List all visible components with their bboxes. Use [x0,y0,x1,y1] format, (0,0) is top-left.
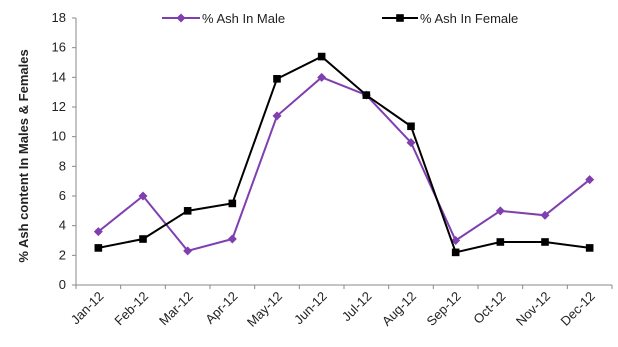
x-tick-label: Mar-12 [156,289,196,329]
data-point [362,91,371,99]
legend: % Ash In Male % Ash In Female [162,11,518,26]
data-point [183,246,193,256]
x-tick-labels: Jan-12 Feb-12 Mar-12 Apr-12 May-12 Jun-12 Jul-… [68,289,598,330]
y-tick-label: 6 [59,188,66,203]
x-tick-label: Jul-12 [339,289,375,325]
data-point [272,111,282,121]
data-point [496,238,505,246]
data-point [541,238,549,246]
data-point [406,138,416,148]
series-line [98,55,590,254]
series-female [94,52,594,257]
data-point [93,227,103,237]
y-tick-labels: 0 2 4 6 8 10 12 14 16 18 [52,10,66,292]
x-tick-label: May-12 [244,289,285,330]
y-tick-label: 4 [59,218,66,233]
data-point [138,191,148,201]
data-point [227,234,237,244]
legend-item: % Ash In Male [162,11,285,26]
y-tick-label: 14 [52,69,66,84]
y-tick-label: 2 [59,247,66,262]
x-tick-label: Apr-12 [202,289,240,327]
legend-item: % Ash In Female [382,11,518,26]
axes [72,17,613,289]
x-tick-label: Jan-12 [68,289,107,328]
data-point [317,52,326,61]
series-lines [93,52,595,257]
data-point [451,236,461,245]
y-tick-label: 16 [52,40,66,55]
y-tick-label: 0 [59,277,66,292]
data-point [495,206,505,216]
x-tick-label: Aug-12 [379,289,419,329]
x-tick-label: Sep-12 [424,289,464,329]
legend-marker [396,14,404,22]
data-point [228,199,237,208]
x-tick-label: Feb-12 [111,289,151,329]
legend-label: % Ash In Male [202,11,285,26]
x-tick-label: Nov-12 [513,289,553,329]
data-point [273,75,281,83]
data-point [407,122,415,131]
y-tick-label: 18 [52,10,66,25]
data-point [139,235,147,243]
y-axis-title: % Ash content In Males & Females [16,49,31,262]
y-tick-label: 8 [59,158,66,173]
series-male [93,72,595,256]
legend-label: % Ash In Female [420,11,518,26]
data-point [317,72,327,82]
data-point [585,175,595,185]
data-point [585,244,594,252]
x-tick-label: Jun-12 [291,289,330,328]
data-point [183,207,192,215]
x-tick-label: Dec-12 [558,289,598,329]
data-point [451,248,460,257]
y-tick-label: 12 [52,99,66,114]
y-tick-label: 10 [52,129,66,144]
data-point [94,244,103,252]
series-line [97,76,591,253]
x-tick-label: Oct-12 [470,289,508,327]
legend-marker [176,13,186,23]
data-point [540,210,550,220]
